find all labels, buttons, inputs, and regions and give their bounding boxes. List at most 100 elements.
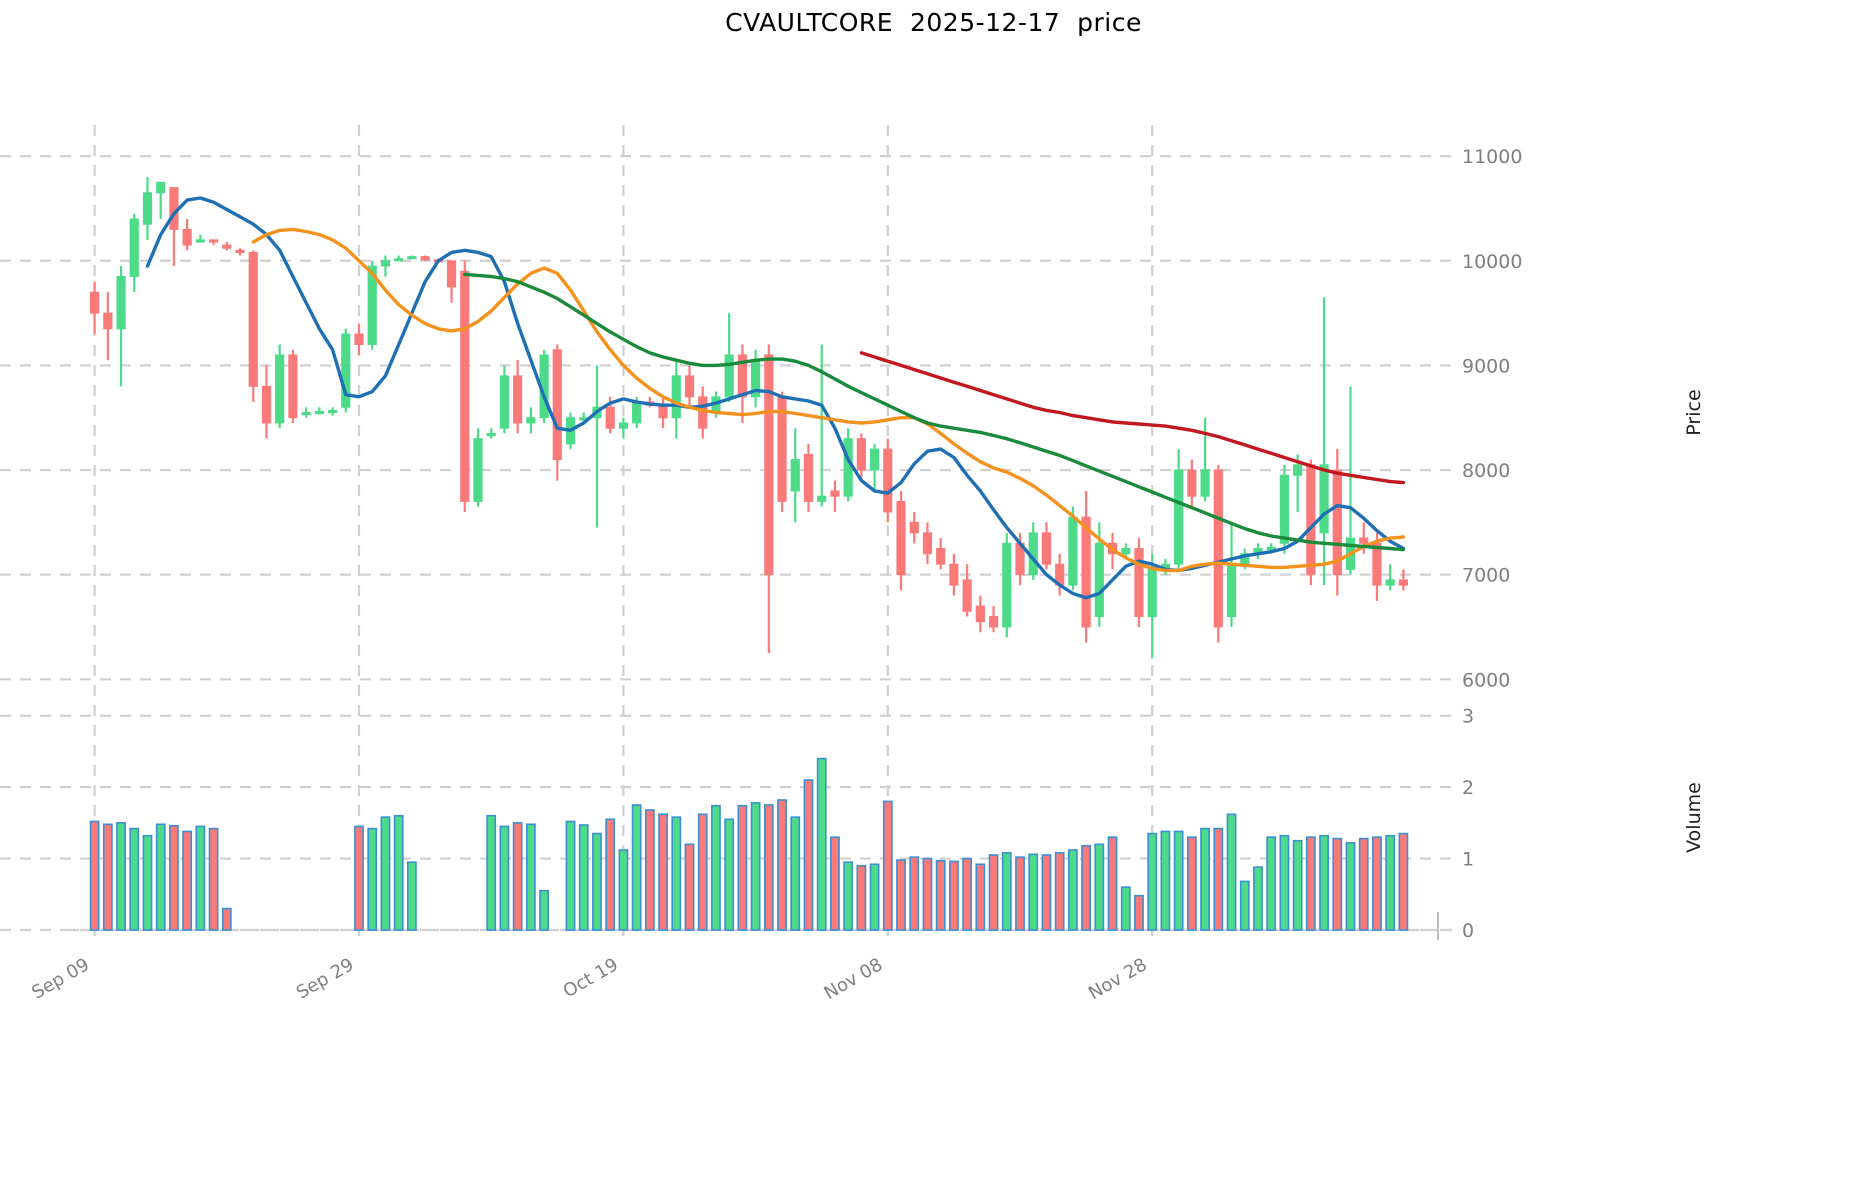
volume-bar: [922, 857, 933, 931]
volume-bar: [578, 824, 589, 931]
volume-bar: [1292, 839, 1303, 931]
volume-bar: [221, 907, 232, 931]
candle-body: [1213, 469, 1223, 628]
candle-body: [394, 258, 404, 262]
candle-body: [1306, 464, 1316, 576]
volume-bar: [909, 856, 920, 931]
candle-body: [142, 192, 153, 225]
candle-body: [1372, 542, 1382, 586]
volume-bar: [525, 823, 536, 931]
volume-tick-label: 2: [1462, 777, 1474, 799]
volume-bar: [962, 857, 973, 931]
price-tick-label: 10000: [1462, 251, 1522, 273]
price-axis-title: Price: [1683, 389, 1705, 435]
volume-bar: [1107, 836, 1118, 931]
candle-body: [724, 354, 734, 398]
volume-bar: [777, 799, 787, 931]
date-tick-label: Nov 08: [821, 954, 887, 1004]
volume-axis-title: Volume: [1683, 782, 1705, 853]
volume-bar: [724, 818, 735, 931]
volume-bar: [1001, 852, 1012, 931]
candle-body: [1293, 464, 1303, 476]
volume-bar: [869, 863, 880, 931]
candle-body: [1279, 474, 1290, 544]
volume-bar: [539, 889, 549, 931]
volume-bar: [89, 820, 100, 931]
candle-body: [486, 432, 496, 437]
volume-bar: [737, 804, 748, 931]
candle-body: [1226, 563, 1237, 618]
candle-body: [605, 406, 615, 429]
volume-bar: [1173, 830, 1184, 931]
volume-bar: [393, 814, 404, 931]
volume-bar: [1213, 827, 1224, 931]
volume-bar: [1345, 842, 1356, 931]
volume-bar: [1279, 834, 1290, 931]
volume-bar: [565, 820, 576, 931]
volume-bar: [142, 834, 153, 931]
candle-body: [526, 417, 536, 424]
price-tick-label: 6000: [1462, 669, 1510, 691]
volume-tick-label: 0: [1462, 920, 1474, 942]
candle-body: [949, 563, 959, 586]
candle-body: [618, 422, 629, 429]
candle-body: [658, 404, 668, 419]
candle-body: [1174, 469, 1184, 565]
volume-bar: [644, 809, 655, 931]
candle-body: [275, 354, 285, 424]
candle-body: [208, 239, 219, 243]
volume-bar: [1332, 837, 1343, 931]
candle-body: [341, 333, 351, 408]
volume-bar: [896, 859, 906, 931]
moving-average-line: [145, 196, 1406, 600]
volume-bar: [790, 816, 801, 931]
volume-bar: [406, 861, 417, 931]
volume-bar: [988, 854, 999, 931]
candle-body: [843, 438, 853, 497]
candle-body: [354, 333, 364, 345]
candle-body: [182, 228, 192, 246]
date-tick-label: Sep 09: [28, 954, 93, 1003]
volume-bar: [816, 757, 827, 931]
volume-bar: [1120, 886, 1131, 931]
volume-tick-label: 3: [1462, 706, 1474, 728]
volume-bar: [380, 816, 391, 931]
volume-bar: [1358, 837, 1369, 931]
volume-bar: [1054, 852, 1065, 931]
date-tick-label: Sep 29: [293, 954, 358, 1003]
candle-body: [896, 500, 906, 576]
candle-body: [632, 401, 642, 424]
volume-bar: [1067, 849, 1078, 931]
candle-body: [103, 312, 113, 330]
candle-body: [499, 375, 510, 429]
candle-body: [460, 270, 470, 502]
candle-body: [922, 532, 933, 555]
date-tick-label: Nov 28: [1085, 954, 1151, 1004]
volume-bar: [1147, 832, 1158, 931]
moving-average-line: [859, 351, 1406, 485]
candle-body: [830, 490, 840, 497]
volume-tick-label: 1: [1462, 849, 1474, 871]
volume-bar: [882, 800, 893, 931]
candle-body: [116, 275, 126, 330]
volume-bar: [182, 830, 193, 931]
volume-bar: [935, 859, 946, 931]
volume-bar: [129, 827, 140, 931]
candle-body: [248, 251, 258, 387]
volume-bar: [1186, 836, 1197, 931]
price-tick-label: 8000: [1462, 460, 1510, 482]
candle-body: [869, 448, 880, 471]
candle-body: [1200, 469, 1210, 497]
volume-bar: [830, 836, 840, 931]
candle-body: [1266, 546, 1276, 551]
volume-bar: [975, 863, 986, 931]
candle-body: [301, 412, 311, 416]
volume-bar: [711, 804, 721, 931]
candle-body: [129, 218, 139, 277]
volume-bar: [684, 843, 695, 931]
volume-bar: [803, 779, 814, 931]
candle-body: [1332, 469, 1342, 576]
candle-body: [261, 385, 272, 424]
volume-bar: [486, 814, 497, 931]
